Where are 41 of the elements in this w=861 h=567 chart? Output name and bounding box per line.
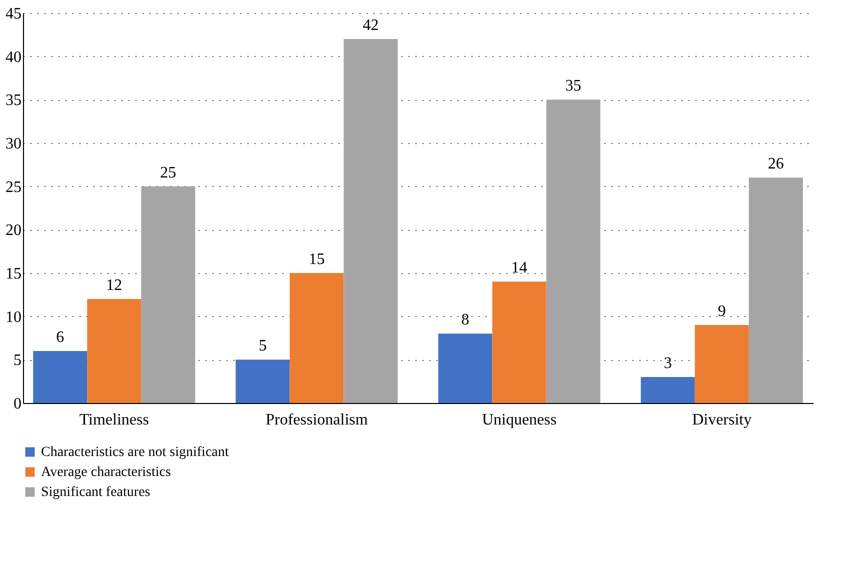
y-tick-label: 10 — [6, 308, 22, 326]
bar — [33, 351, 88, 403]
data-label: 12 — [106, 277, 122, 294]
data-label: 8 — [461, 312, 470, 329]
bar — [236, 360, 290, 403]
x-tick-label: Diversity — [692, 412, 752, 428]
data-label: 25 — [160, 164, 176, 182]
data-label: 14 — [511, 260, 528, 277]
x-tick-label: Timeliness — [79, 412, 149, 428]
bar — [640, 377, 695, 403]
bar — [694, 325, 749, 403]
data-label: 15 — [308, 251, 325, 268]
bar — [87, 299, 142, 403]
y-tick-label: 15 — [6, 266, 22, 282]
bar — [748, 178, 803, 403]
y-tick-label: 5 — [14, 352, 22, 370]
bar — [344, 39, 398, 403]
y-tick-label: 35 — [6, 92, 22, 110]
x-tick-label: Uniqueness — [482, 412, 557, 428]
legend-label: Significant features — [41, 485, 150, 500]
y-tick-label: 40 — [6, 48, 22, 66]
data-label: 3 — [664, 355, 672, 372]
y-tick-label: 20 — [6, 222, 22, 240]
data-label: 26 — [768, 156, 784, 173]
bar — [546, 100, 600, 403]
bar — [438, 334, 492, 403]
y-tick-label: 25 — [6, 178, 22, 196]
data-label: 42 — [362, 17, 379, 34]
data-label: 9 — [718, 303, 726, 320]
y-tick-label: 45 — [6, 6, 22, 22]
data-label: 5 — [258, 338, 267, 355]
y-tick-label: 30 — [6, 136, 22, 152]
bar — [492, 282, 546, 403]
data-label: 6 — [56, 329, 64, 346]
legend-label: Average characteristics — [41, 465, 171, 480]
bar — [290, 273, 344, 403]
y-tick-label: 0 — [14, 396, 22, 412]
x-tick-label: Professionalism — [266, 412, 368, 428]
data-label: 35 — [565, 78, 582, 95]
bar — [141, 186, 196, 403]
legend-label: Characteristics are not significant — [41, 445, 229, 460]
